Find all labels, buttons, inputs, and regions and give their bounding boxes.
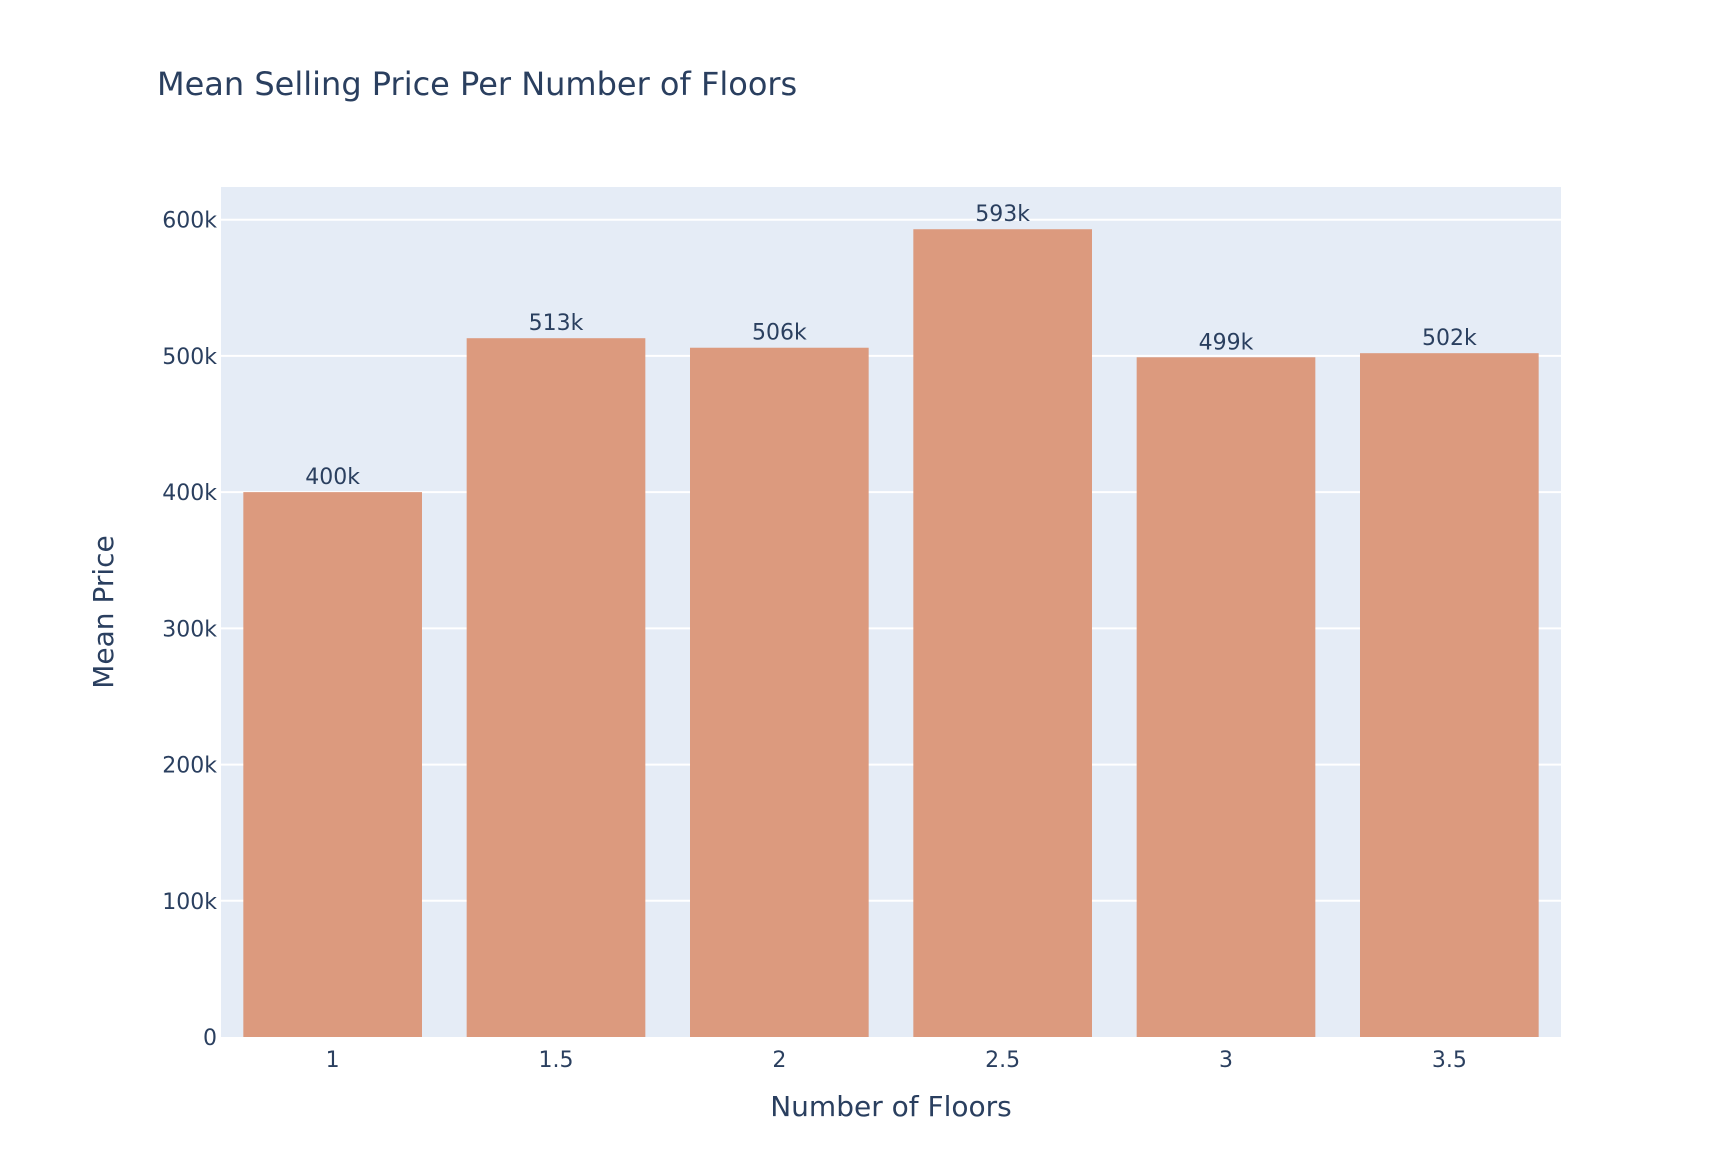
- x-tick-label: 1.5: [539, 1048, 574, 1073]
- x-tick-label: 1: [326, 1048, 340, 1073]
- bar-3-5[interactable]: [1360, 353, 1539, 1037]
- y-tick-label: 0: [203, 1026, 217, 1051]
- bar-value-label: 499k: [1199, 330, 1254, 355]
- bar-value-label: 400k: [305, 465, 360, 490]
- y-tick-label: 100k: [162, 890, 217, 915]
- bar-2-5[interactable]: [913, 229, 1092, 1038]
- bar-1[interactable]: [243, 492, 422, 1038]
- bar-value-label: 513k: [529, 311, 584, 336]
- y-tick-label: 500k: [162, 345, 217, 370]
- y-tick-label: 600k: [162, 209, 217, 234]
- y-axis-ticks: 0 100k 200k 300k 400k 500k 600k: [162, 209, 217, 1051]
- bar-1-5[interactable]: [466, 338, 646, 1038]
- plot-area: [221, 187, 1561, 1037]
- chart-title: Mean Selling Price Per Number of Floors: [157, 65, 797, 103]
- x-tick-label: 3.5: [1432, 1048, 1467, 1073]
- bar-3[interactable]: [1136, 357, 1316, 1037]
- gridlines: [221, 218, 1561, 902]
- y-tick-label: 300k: [162, 617, 217, 642]
- bar-value-label: 502k: [1422, 326, 1477, 351]
- x-axis-ticks: 1 1.5 2 2.5 3 3.5: [326, 1048, 1467, 1073]
- y-tick-label: 200k: [162, 754, 217, 779]
- bars: [243, 229, 1539, 1038]
- data-labels: 400k 513k 506k 593k 499k 502k: [305, 202, 1477, 490]
- x-tick-label: 2: [772, 1048, 786, 1073]
- x-axis-title: Number of Floors: [770, 1090, 1012, 1123]
- x-tick-label: 2.5: [985, 1048, 1020, 1073]
- bar-value-label: 593k: [975, 202, 1030, 227]
- x-tick-label: 3: [1219, 1048, 1233, 1073]
- bar-2[interactable]: [690, 347, 869, 1037]
- y-tick-label: 400k: [162, 481, 217, 506]
- y-axis-title: Mean Price: [87, 535, 120, 689]
- bar-value-label: 506k: [752, 321, 807, 346]
